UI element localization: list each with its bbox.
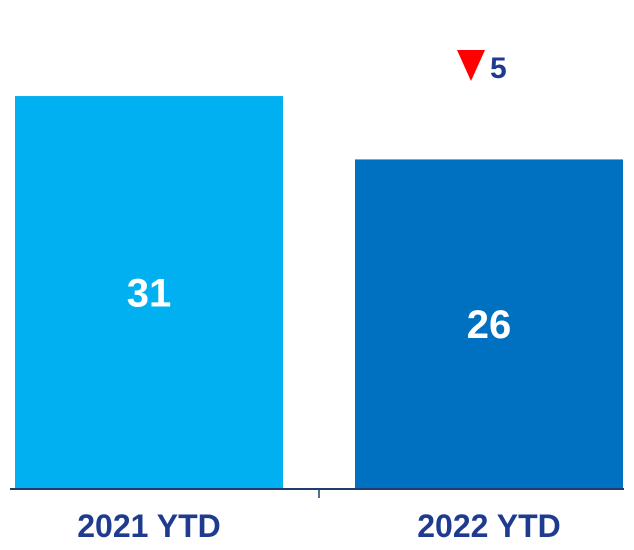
bar-0 <box>15 96 283 490</box>
red-down-triangle-icon <box>457 50 485 81</box>
category-label-0: 2021 YTD <box>77 508 221 544</box>
bar-value-label-1: 26 <box>467 303 512 347</box>
category-label-1: 2022 YTD <box>417 508 561 544</box>
category-labels: 2021 YTD 2022 YTD <box>77 508 561 544</box>
bar-1 <box>355 159 623 489</box>
bar-value-label-0: 31 <box>127 272 172 316</box>
change-indicator: 5 <box>457 50 507 85</box>
change-label: 5 <box>490 52 507 85</box>
bars-layer: 31 26 <box>15 96 623 490</box>
